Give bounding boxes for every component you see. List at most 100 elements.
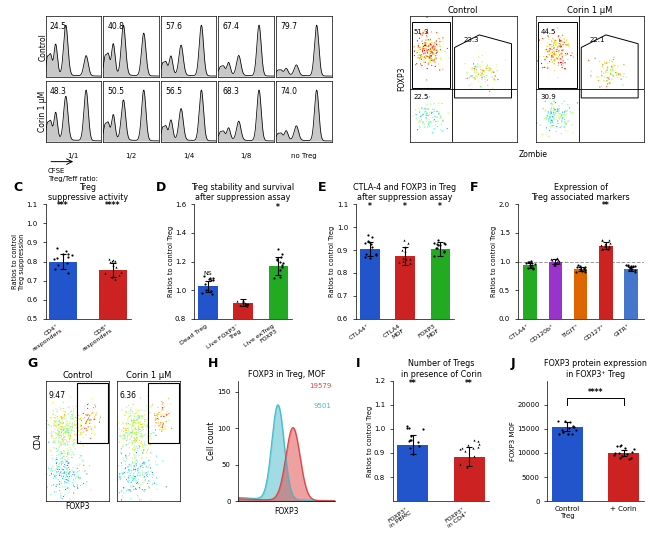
Point — [415, 117, 426, 125]
Point — [66, 428, 76, 437]
Point — [133, 493, 143, 502]
Point — [420, 104, 430, 113]
Point — [426, 47, 437, 55]
Point — [53, 432, 64, 440]
Point — [53, 421, 64, 430]
Point — [549, 53, 559, 61]
Point — [157, 406, 167, 415]
Point — [196, 288, 207, 297]
Point — [67, 414, 77, 423]
Point — [56, 448, 66, 456]
Point — [595, 83, 605, 91]
Point — [48, 422, 58, 430]
Point — [59, 447, 70, 456]
Point — [422, 33, 433, 41]
Point — [53, 437, 64, 445]
Point — [430, 52, 440, 60]
Point — [81, 424, 91, 433]
Point — [115, 473, 125, 481]
Point — [77, 415, 88, 423]
Point — [68, 479, 78, 487]
Point — [114, 471, 125, 479]
Point — [429, 55, 439, 63]
Point — [525, 261, 535, 270]
Point — [436, 37, 446, 45]
Point — [559, 116, 569, 124]
Point — [556, 41, 566, 50]
Point — [60, 479, 70, 488]
Point — [147, 401, 157, 409]
Point — [476, 70, 487, 79]
Point — [67, 419, 77, 428]
Point — [56, 467, 66, 476]
Point — [134, 471, 144, 480]
Point — [432, 28, 442, 37]
Point — [151, 431, 161, 440]
Point — [422, 123, 433, 132]
Point — [86, 419, 96, 428]
Point — [424, 50, 434, 58]
Point — [142, 392, 153, 400]
Point — [136, 431, 147, 440]
Point — [606, 70, 616, 79]
Point — [129, 416, 139, 424]
Point — [606, 75, 617, 84]
Point — [157, 423, 167, 431]
Point — [48, 470, 58, 479]
Point — [62, 472, 73, 481]
Point — [131, 472, 141, 481]
Point — [76, 451, 86, 460]
Point — [112, 424, 122, 432]
Point — [58, 423, 68, 431]
Point — [54, 416, 64, 424]
Point — [415, 123, 426, 132]
Point — [48, 474, 58, 482]
Point — [137, 423, 148, 432]
Point — [86, 429, 97, 438]
Point — [138, 419, 149, 428]
Point — [133, 466, 143, 475]
Point — [483, 81, 493, 90]
Point — [142, 479, 153, 488]
Point — [551, 41, 561, 49]
Point — [121, 453, 131, 461]
Point — [140, 425, 151, 434]
Point — [602, 59, 612, 67]
Point — [157, 400, 167, 409]
Point — [476, 73, 487, 82]
Point — [52, 407, 62, 416]
Point — [107, 273, 117, 281]
Point — [597, 68, 607, 76]
Point — [136, 420, 146, 429]
Point — [122, 424, 132, 432]
Point — [424, 42, 434, 50]
Point — [542, 111, 552, 120]
Point — [419, 42, 430, 50]
Point — [273, 245, 283, 253]
Point — [425, 100, 436, 108]
Point — [575, 266, 586, 274]
Point — [611, 441, 621, 450]
Point — [166, 408, 176, 416]
Point — [437, 99, 447, 108]
Point — [552, 43, 563, 51]
Point — [57, 474, 68, 483]
Point — [430, 44, 440, 53]
Point — [133, 466, 143, 474]
Point — [493, 75, 503, 84]
X-axis label: no Treg: no Treg — [291, 153, 317, 159]
Point — [66, 426, 77, 434]
Point — [127, 482, 137, 490]
Point — [554, 109, 564, 118]
Point — [61, 478, 72, 487]
Point — [60, 461, 70, 469]
Point — [69, 441, 79, 449]
Point — [123, 477, 133, 486]
Point — [601, 67, 612, 75]
Point — [242, 302, 252, 310]
Point — [127, 445, 138, 453]
Point — [545, 41, 555, 49]
Point — [49, 437, 60, 445]
Point — [62, 422, 73, 430]
Point — [543, 33, 554, 41]
